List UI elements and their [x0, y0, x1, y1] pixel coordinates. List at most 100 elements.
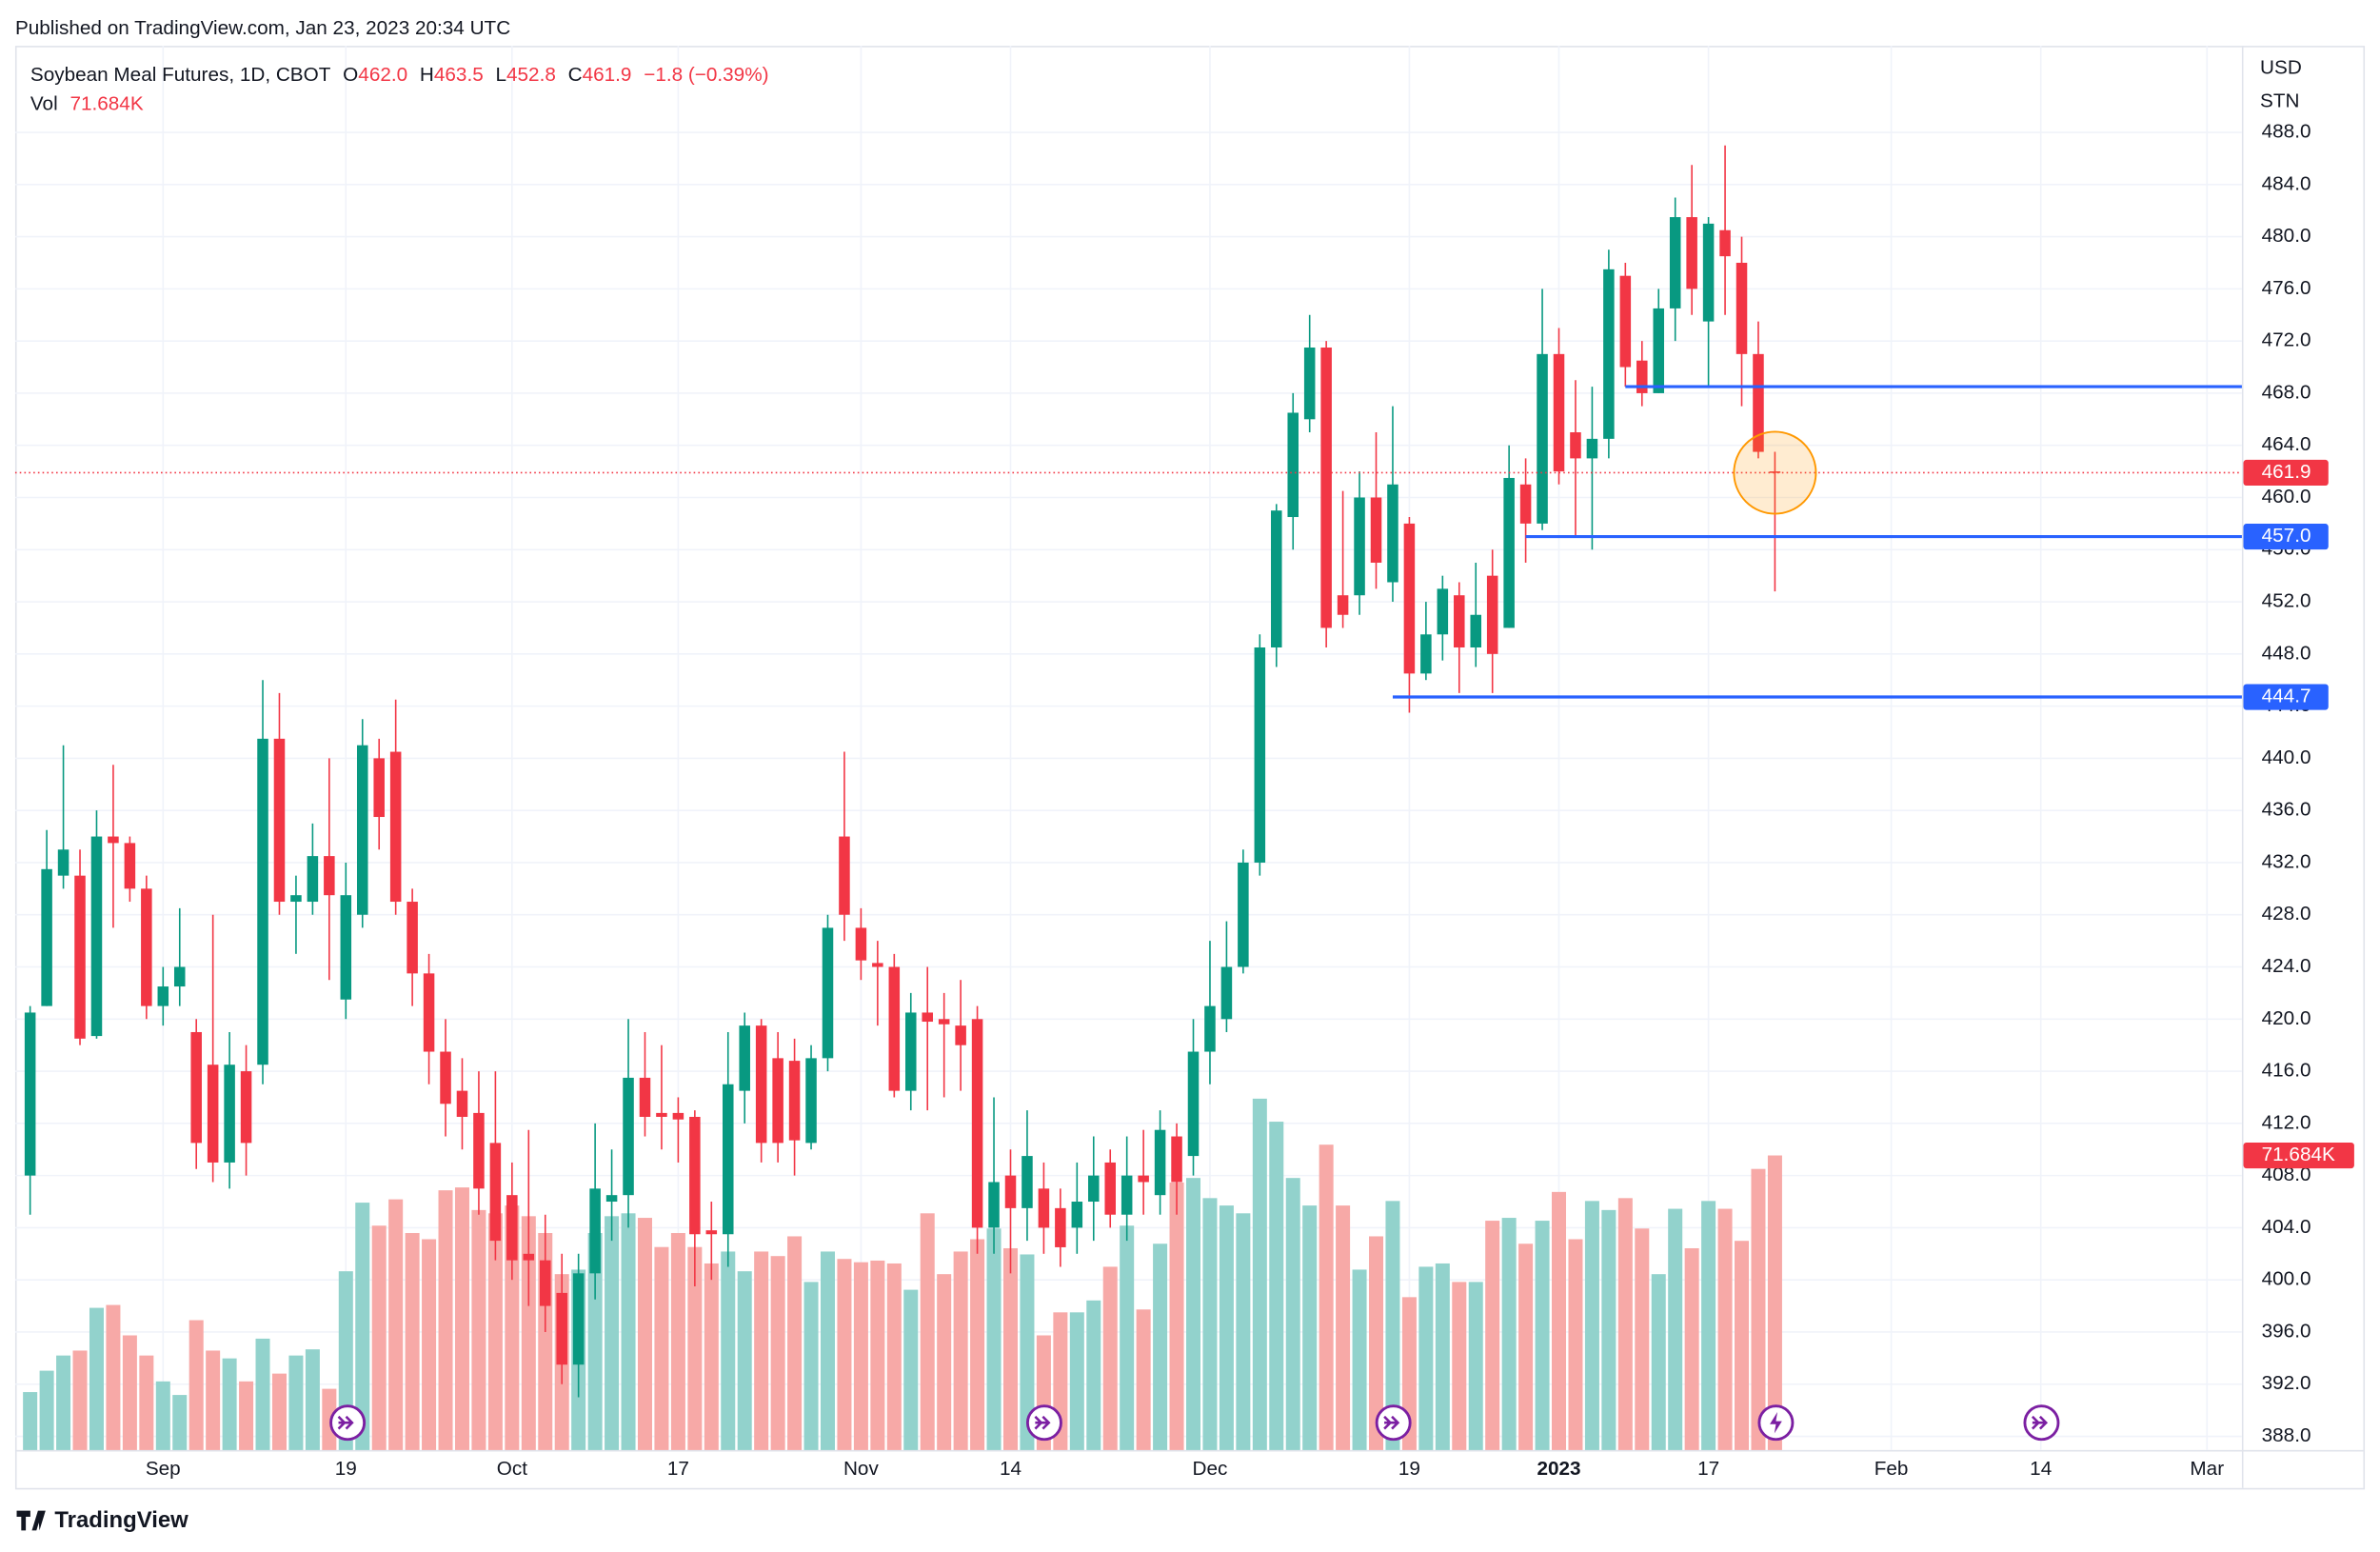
- x-tick-label: Mar: [2190, 1458, 2224, 1480]
- candle-body: [1055, 1207, 1066, 1247]
- volume-bar: [621, 1213, 636, 1450]
- candle-body: [1320, 348, 1332, 628]
- volume-bar: [970, 1239, 985, 1450]
- candle-body: [1719, 229, 1731, 257]
- volume-bar: [1136, 1309, 1151, 1450]
- highlight-circle: [1733, 430, 1817, 515]
- candle-body: [1171, 1136, 1182, 1183]
- volume-bar: [737, 1271, 752, 1450]
- volume-bar: [1236, 1213, 1251, 1450]
- candle-body: [340, 895, 352, 1000]
- volume-bar: [505, 1205, 520, 1450]
- candle-body: [1603, 269, 1615, 439]
- candle-body: [240, 1071, 252, 1144]
- candle-body: [1370, 497, 1382, 563]
- event-icon-glyph: [337, 1415, 354, 1430]
- volume-bar: [388, 1199, 404, 1450]
- volume-bar: [587, 1233, 603, 1450]
- candle-body: [473, 1112, 485, 1189]
- volume-bar: [1501, 1218, 1517, 1450]
- volume-bar: [271, 1373, 287, 1450]
- candle-body: [141, 888, 152, 1006]
- candle-body: [1088, 1175, 1100, 1203]
- candle-body: [523, 1253, 535, 1261]
- y-tick-label: 392.0: [2262, 1372, 2311, 1394]
- volume-bar: [89, 1307, 104, 1450]
- candle-body: [1387, 484, 1398, 583]
- volume-bar: [1535, 1221, 1550, 1450]
- volume-bar: [1002, 1247, 1019, 1450]
- candle-body: [672, 1112, 684, 1120]
- volume-bar: [1552, 1191, 1567, 1450]
- candle-body: [1702, 223, 1715, 322]
- volume-bar: [255, 1338, 270, 1450]
- volume-bar: [305, 1349, 320, 1450]
- candle-body: [623, 1077, 634, 1196]
- candle-body: [1354, 497, 1365, 596]
- volume-bar: [1069, 1312, 1084, 1450]
- y-tick-label: 488.0: [2262, 121, 2311, 143]
- logo: TradingView: [16, 1507, 188, 1533]
- candle-body: [456, 1090, 468, 1118]
- volume-bar: [188, 1320, 204, 1450]
- candle-body: [173, 966, 186, 987]
- candle-body: [407, 902, 418, 974]
- candle-body: [506, 1195, 518, 1261]
- y-tick-label: 448.0: [2262, 642, 2311, 664]
- volume-bar: [654, 1246, 669, 1450]
- candle-body: [1503, 477, 1515, 628]
- volume-bar: [1336, 1205, 1351, 1450]
- volume-bar: [937, 1274, 952, 1450]
- volume-bar: [521, 1216, 536, 1450]
- volume-bar: [687, 1246, 703, 1450]
- y-tick-label: 420.0: [2262, 1007, 2311, 1029]
- volume-value: 71.684K: [69, 93, 143, 115]
- volume-bar: [1735, 1241, 1750, 1450]
- y-tick-label: 404.0: [2262, 1216, 2311, 1238]
- candle-body: [938, 1019, 950, 1025]
- level-badge: [2243, 684, 2329, 710]
- footer-brand: TradingView: [54, 1507, 188, 1533]
- candle-body: [788, 1061, 801, 1141]
- chart-frame: [14, 46, 2366, 1490]
- candle-body: [1420, 634, 1432, 674]
- y-tick-label: 464.0: [2262, 433, 2311, 455]
- logo-mark: [16, 1510, 46, 1531]
- x-tick-label: Oct: [497, 1458, 527, 1480]
- candle-body: [955, 1025, 966, 1045]
- y-tick-label: 396.0: [2262, 1320, 2311, 1342]
- y-tick-label: 468.0: [2262, 381, 2311, 403]
- unit: STN: [2260, 90, 2299, 112]
- y-tick-label: 476.0: [2262, 277, 2311, 299]
- candle-body: [290, 895, 302, 903]
- candle-body: [1004, 1175, 1017, 1208]
- ohlc-key: L: [495, 64, 506, 86]
- candle-body: [1337, 595, 1349, 615]
- candle-body: [539, 1260, 551, 1306]
- candle-body: [1287, 412, 1299, 518]
- candle-body: [1636, 360, 1648, 393]
- event-icon-glyph: [1770, 1412, 1782, 1434]
- candle-body: [356, 745, 368, 915]
- volume-bar: [371, 1225, 387, 1450]
- volume-bar: [1518, 1244, 1534, 1450]
- candle-body: [1121, 1175, 1133, 1215]
- volume-bar: [1352, 1269, 1367, 1450]
- candle-body: [1570, 432, 1581, 459]
- volume-bar: [1319, 1144, 1334, 1450]
- candle-body: [207, 1065, 219, 1163]
- candle-body: [1254, 647, 1266, 863]
- candle-body: [1437, 588, 1449, 635]
- volume-bar: [953, 1251, 968, 1450]
- y-tick-label: 460.0: [2262, 486, 2311, 507]
- candle-body: [257, 738, 268, 1065]
- candle-body: [922, 1012, 933, 1023]
- candle-body: [1220, 966, 1233, 1020]
- volume-bar: [322, 1388, 337, 1450]
- volume-bar: [288, 1355, 304, 1450]
- y-tick-label: 388.0: [2262, 1424, 2311, 1446]
- candle-body: [324, 856, 335, 896]
- ohlc-value: 452.8: [506, 64, 556, 86]
- candle-body: [1753, 353, 1764, 452]
- volume-bar: [870, 1260, 885, 1450]
